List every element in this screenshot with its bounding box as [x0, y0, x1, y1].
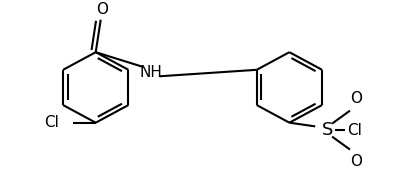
- Text: Cl: Cl: [347, 123, 362, 138]
- Text: O: O: [96, 2, 108, 17]
- Text: O: O: [350, 91, 362, 106]
- Text: Cl: Cl: [44, 115, 59, 130]
- Text: NH: NH: [140, 65, 163, 80]
- Text: O: O: [350, 154, 362, 169]
- Text: S: S: [322, 121, 333, 139]
